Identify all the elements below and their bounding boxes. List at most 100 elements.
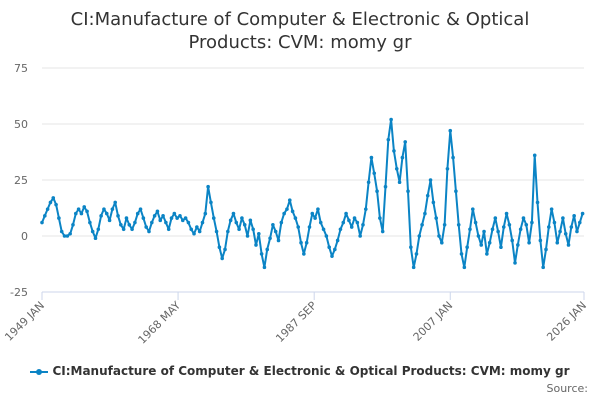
data-point <box>104 211 109 216</box>
data-point <box>121 227 126 232</box>
data-point <box>487 240 492 245</box>
data-point <box>231 211 236 216</box>
data-point <box>150 220 154 225</box>
data-point <box>206 184 210 189</box>
data-point <box>183 216 188 220</box>
data-point <box>366 180 371 185</box>
data-point <box>535 200 540 205</box>
data-point <box>563 231 568 236</box>
data-point <box>152 214 157 218</box>
data-point <box>459 252 464 256</box>
data-point <box>99 214 103 218</box>
data-point <box>186 220 191 225</box>
data-point <box>180 218 185 223</box>
data-point <box>468 227 472 232</box>
data-point <box>434 216 438 220</box>
data-point <box>406 189 410 193</box>
x-tick-label: 1968 MAY <box>136 299 184 347</box>
data-point <box>440 240 444 245</box>
data-point <box>544 247 548 252</box>
data-point <box>349 225 354 229</box>
data-point <box>513 261 517 265</box>
data-point <box>552 220 557 225</box>
data-point <box>43 214 47 218</box>
data-point <box>293 216 298 220</box>
data-point <box>73 211 78 216</box>
data-point <box>493 216 498 220</box>
data-point <box>85 209 89 214</box>
data-point <box>242 223 247 227</box>
data-point <box>237 227 241 232</box>
data-point <box>169 216 174 220</box>
data-point <box>400 155 405 160</box>
data-point <box>299 240 303 245</box>
data-point <box>257 231 261 236</box>
chart-title-line1: CI:Manufacture of Computer & Electronic … <box>70 9 530 30</box>
data-point <box>499 245 503 249</box>
data-point <box>510 238 515 243</box>
data-point <box>409 245 413 249</box>
data-point <box>397 180 402 185</box>
data-point <box>420 223 424 227</box>
data-point <box>135 211 140 216</box>
data-point <box>302 252 306 256</box>
data-point <box>482 229 486 234</box>
data-point <box>296 225 301 229</box>
data-point <box>76 207 81 211</box>
data-point <box>456 223 461 227</box>
data-point <box>96 227 101 232</box>
data-point <box>380 229 385 234</box>
data-point <box>223 247 227 252</box>
chart-title: CI:Manufacture of Computer & Electronic … <box>0 8 600 54</box>
data-point <box>172 211 177 216</box>
data-point <box>516 243 520 247</box>
data-point <box>547 225 551 229</box>
data-point <box>451 155 455 160</box>
data-point <box>164 220 168 225</box>
data-point <box>389 117 393 122</box>
x-tick-label: 1949 JAN <box>2 299 47 344</box>
data-point <box>211 216 216 220</box>
legend[interactable]: CI:Manufacture of Computer & Electronic … <box>0 364 600 378</box>
data-point <box>59 229 64 234</box>
data-point <box>259 252 264 256</box>
x-tick-label: 1987 SEP <box>273 299 319 345</box>
data-point <box>437 234 441 238</box>
data-point <box>445 167 450 171</box>
data-point <box>127 223 132 227</box>
data-point <box>572 214 576 218</box>
data-point <box>530 220 534 225</box>
data-point <box>361 223 365 227</box>
data-point <box>265 247 270 252</box>
data-point <box>276 238 281 243</box>
data-point <box>107 218 112 223</box>
data-point <box>155 209 160 214</box>
data-point <box>189 227 194 232</box>
data-point <box>290 209 295 214</box>
x-tick-label: 2026 JAN <box>544 299 589 344</box>
data-point <box>358 234 362 238</box>
source-label: Source: <box>546 382 589 395</box>
data-point <box>251 227 255 232</box>
data-point <box>386 137 391 142</box>
legend-series-marker-icon <box>30 367 49 377</box>
data-point <box>287 198 292 202</box>
x-tick-label: 2007 JAN <box>411 299 456 344</box>
data-point <box>378 216 382 220</box>
data-point <box>217 245 222 249</box>
chart-title-line2: Products: CVM: momy gr <box>188 32 412 53</box>
data-point <box>473 220 478 225</box>
data-point <box>532 153 537 158</box>
data-point <box>254 243 258 247</box>
data-point <box>234 220 239 225</box>
data-point <box>462 265 467 270</box>
data-point <box>65 234 70 238</box>
y-tick-label: 50 <box>14 118 28 131</box>
data-point <box>518 227 523 232</box>
data-point <box>327 245 331 249</box>
data-point <box>124 216 129 220</box>
data-point <box>316 207 320 211</box>
data-point <box>341 220 346 225</box>
